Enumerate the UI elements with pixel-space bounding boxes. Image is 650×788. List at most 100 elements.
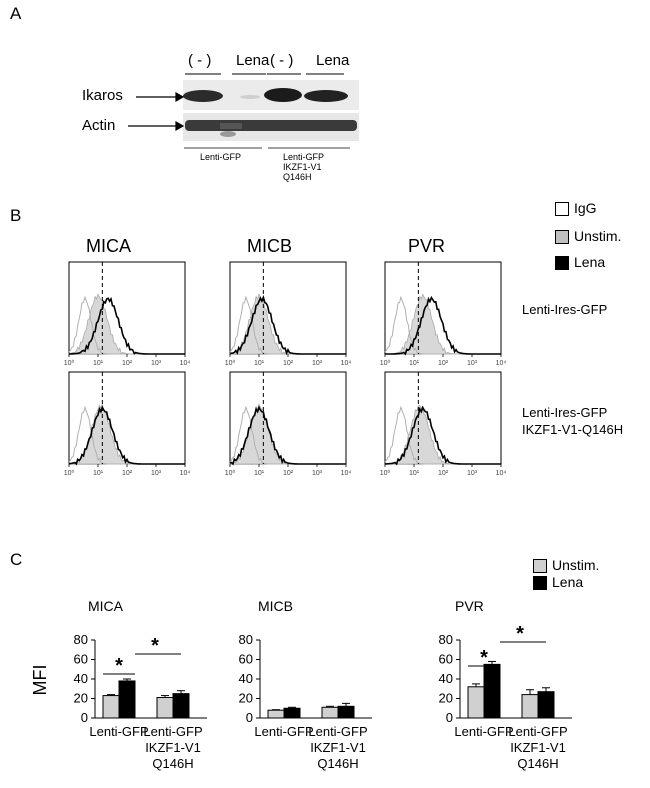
- significance-star: *: [151, 635, 159, 657]
- x-tick-label: 10¹: [93, 360, 104, 367]
- row-label-lenti-ires-gfp: Lenti-Ires-GFP: [522, 302, 608, 317]
- category-label: IKZF1-V1: [145, 740, 201, 755]
- column-title-micb: MICB: [247, 236, 292, 256]
- x-tick-label: 10²: [122, 470, 133, 477]
- legend-swatch-unstim-c: [533, 559, 547, 573]
- y-tick-label: 60: [74, 652, 88, 667]
- category-label: Q146H: [152, 756, 193, 771]
- bar-lena-0: [118, 680, 136, 719]
- bar-unstim-1: [521, 694, 539, 719]
- y-tick-label: 0: [446, 710, 453, 725]
- y-tick-label: 0: [246, 710, 253, 725]
- significance-star: *: [480, 647, 488, 669]
- legend-label-lena-c: Lena: [552, 574, 584, 590]
- x-tick-label: 10⁰: [64, 359, 75, 367]
- row-label-ikaros: Ikaros: [82, 87, 123, 104]
- x-tick-label: 10⁴: [180, 470, 191, 477]
- category-label: Lenti-GFP: [89, 724, 148, 739]
- x-tick-label: 10²: [283, 470, 294, 477]
- x-tick-label: 10¹: [93, 470, 104, 477]
- category-label: Q146H: [517, 756, 558, 771]
- y-tick-label: 60: [239, 652, 253, 667]
- y-tick-label: 20: [239, 691, 253, 706]
- y-axis-label: MFI: [30, 665, 50, 696]
- legend-label-unstim-c: Unstim.: [552, 557, 600, 573]
- x-tick-label: 10¹: [409, 470, 420, 477]
- category-label: Lenti-GFP: [254, 724, 313, 739]
- row-label-actin: Actin: [82, 117, 116, 134]
- lena-histogram: [68, 405, 185, 466]
- x-tick-label: 10¹: [254, 360, 265, 367]
- group-label-ikzf1: Lenti-GFP IKZF1-V1 Q146H: [283, 152, 325, 182]
- lena-histogram: [385, 295, 501, 356]
- x-tick-label: 10⁴: [341, 470, 352, 477]
- x-tick-label: 10³: [467, 470, 478, 477]
- chart-title-pvr: PVR: [455, 598, 484, 614]
- lena-histogram: [385, 405, 501, 466]
- y-tick-label: 80: [74, 632, 88, 647]
- legend-swatch-lena: [555, 256, 569, 270]
- x-tick-label: 10²: [438, 470, 449, 477]
- lena-histogram: [229, 405, 346, 466]
- category-label: Lenti-GFP: [454, 724, 513, 739]
- category-label: IKZF1-V1: [310, 740, 366, 755]
- legend-label-igg: IgG: [574, 200, 597, 216]
- category-label: Lenti-GFP: [508, 724, 567, 739]
- x-tick-label: 10⁴: [496, 360, 507, 367]
- row-label-ikzf1-q146h: Lenti-Ires-GFP IKZF1-V1-Q146H: [522, 405, 624, 437]
- category-label: Lenti-GFP: [143, 724, 202, 739]
- x-tick-label: 10⁰: [225, 359, 236, 367]
- legend-swatch-lena-c: [533, 576, 547, 590]
- group-label-lenti-gfp: Lenti-GFP: [200, 152, 242, 162]
- y-tick-label: 20: [439, 691, 453, 706]
- y-tick-label: 80: [439, 632, 453, 647]
- bar-unstim-1: [321, 706, 339, 719]
- column-title-mica: MICA: [86, 236, 131, 256]
- x-tick-label: 10³: [151, 470, 162, 477]
- flow-histograms: 10⁰ 10¹ 10² 10³ 10⁴ 10⁰ 10¹ 10² 10³ 10⁴ 10⁰ 10¹ 10² 1…: [64, 261, 507, 477]
- bar-unstim-0: [267, 709, 285, 719]
- lane-label-1: ( - ): [188, 52, 212, 69]
- lane-label-4: Lena: [316, 52, 350, 69]
- western-blot: [128, 73, 359, 149]
- lane-label-2: Lena: [236, 52, 270, 69]
- x-tick-label: 10²: [438, 360, 449, 367]
- panel-a-letter: A: [10, 4, 22, 23]
- x-tick-label: 10⁰: [380, 469, 391, 477]
- x-tick-label: 10¹: [254, 470, 265, 477]
- x-tick-label: 10³: [151, 360, 162, 367]
- bar-lena-1: [337, 705, 355, 719]
- x-tick-label: 10⁰: [225, 469, 236, 477]
- bar-unstim-0: [467, 686, 485, 719]
- category-label: IKZF1-V1: [510, 740, 566, 755]
- lena-histogram: [68, 296, 185, 355]
- x-tick-label: 10¹: [409, 360, 420, 367]
- y-tick-label: 40: [439, 671, 453, 686]
- column-title-pvr: PVR: [408, 236, 446, 256]
- x-tick-label: 10³: [312, 360, 323, 367]
- category-label: Q146H: [317, 756, 358, 771]
- chart-title-micb: MICB: [258, 598, 293, 614]
- x-tick-label: 10²: [122, 360, 133, 367]
- bar-lena-1: [537, 691, 555, 719]
- x-tick-label: 10⁴: [341, 360, 352, 367]
- bar-unstim-1: [156, 697, 174, 719]
- panel-b-letter: B: [10, 206, 22, 225]
- x-tick-label: 10²: [283, 360, 294, 367]
- x-tick-label: 10³: [312, 470, 323, 477]
- chart-title-mica: MICA: [88, 598, 124, 614]
- lane-label-3: ( - ): [270, 52, 294, 69]
- legend-swatch-igg: [555, 202, 569, 216]
- y-tick-label: 60: [439, 652, 453, 667]
- lena-histogram: [229, 294, 346, 356]
- panel-c-letter: C: [10, 550, 23, 569]
- bar-lena-0: [283, 707, 301, 719]
- significance-star: *: [115, 655, 123, 677]
- bar-unstim-0: [102, 695, 120, 719]
- y-tick-label: 40: [74, 671, 88, 686]
- y-tick-label: 40: [239, 671, 253, 686]
- x-tick-label: 10⁰: [380, 359, 391, 367]
- x-tick-label: 10⁴: [496, 470, 507, 477]
- bar-lena-1: [172, 693, 190, 719]
